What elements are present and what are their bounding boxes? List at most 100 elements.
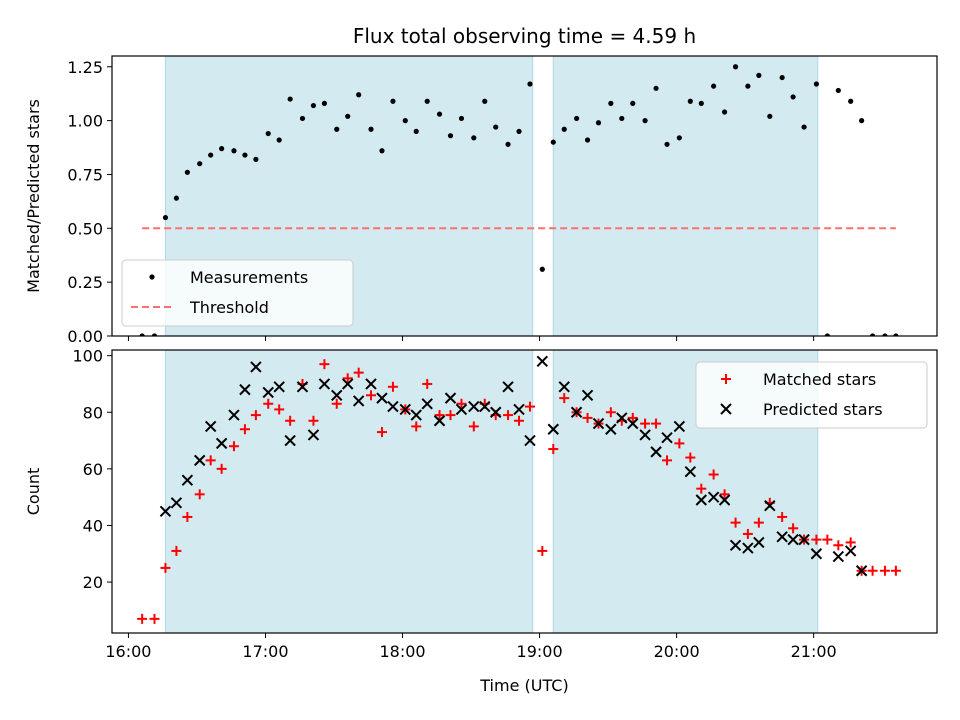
predicted-stars-point-b [650, 446, 662, 458]
y-tick-label: 0.25 [67, 273, 103, 292]
matched-stars-point [674, 438, 685, 449]
matched-stars-point [411, 421, 422, 432]
matched-stars-point [468, 421, 479, 432]
predicted-stars-point-b [753, 536, 765, 549]
predicted-stars-point [410, 409, 422, 421]
predicted-stars-point [787, 533, 799, 546]
measurements-point [721, 109, 728, 115]
predicted-stars-point [581, 389, 594, 401]
predicted-stars-point-b [742, 542, 754, 554]
predicted-stars-point-b [639, 429, 651, 441]
matched-stars-point [605, 407, 616, 418]
predicted-stars-point-b [421, 398, 433, 410]
matched-stars-point [216, 463, 227, 474]
predicted-stars-point [616, 412, 628, 424]
plot-area [137, 355, 901, 624]
matched-stars-point [376, 427, 387, 438]
predicted-stars-point-b [581, 389, 594, 401]
predicted-stars-point-b [707, 491, 720, 503]
legend-measurements-label: Measurements [190, 268, 308, 287]
predicted-stars-point [307, 429, 320, 441]
predicted-stars-point [273, 381, 285, 393]
predicted-stars-point [513, 403, 525, 416]
predicted-stars-point-b [215, 437, 228, 450]
predicted-stars-point-b [376, 392, 388, 404]
predicted-stars-point-b [695, 494, 707, 506]
predicted-stars-point-b [170, 497, 183, 509]
measurements-point [197, 161, 203, 167]
predicted-stars-point [650, 446, 662, 458]
matched-stars-point [696, 483, 707, 494]
matched-stars-point [445, 410, 456, 421]
matched-stars-point [753, 517, 764, 528]
predicted-stars-point-b [547, 423, 559, 435]
measurements-point [859, 118, 865, 124]
matched-stars-point [160, 562, 171, 573]
observing-window-1 [165, 350, 533, 633]
predicted-stars-point-b [616, 412, 628, 424]
y-tick-label: 0.00 [67, 327, 103, 346]
matched-stars-point [890, 565, 901, 576]
matched-stars-point [548, 444, 559, 455]
measurements-point [779, 74, 785, 81]
predicted-stars-point [262, 386, 274, 399]
predicted-stars-point [729, 539, 742, 551]
predicted-stars-point-b [194, 454, 206, 467]
predicted-stars-point [239, 383, 251, 396]
predicted-stars-point [444, 392, 457, 404]
predicted-stars-point-b [444, 392, 457, 404]
measurements-point [608, 100, 614, 106]
predicted-stars-point [558, 381, 570, 393]
predicted-stars-point [331, 389, 343, 401]
predicted-stars-point [204, 420, 217, 433]
predicted-stars-point [352, 395, 365, 407]
matched-stars-point [250, 410, 261, 421]
matched-stars-point [719, 489, 730, 500]
matched-stars-point [845, 537, 856, 548]
predicted-stars-point [387, 400, 399, 413]
measurements-point [516, 128, 522, 134]
predicted-stars-point-b [296, 381, 309, 393]
matched-stars-point [514, 415, 525, 426]
predicted-stars-point [502, 381, 514, 393]
measurements-point [893, 333, 899, 336]
predicted-stars-point-b [524, 434, 536, 447]
measurements-point [756, 72, 762, 78]
predicted-stars-point-b [764, 499, 776, 512]
measurements-point [745, 83, 751, 89]
predicted-stars-point [673, 420, 686, 433]
chart-title: Flux total observing time = 4.59 h [353, 24, 696, 48]
predicted-stars-point [684, 465, 697, 478]
predicted-stars-point-b [273, 381, 285, 393]
predicted-stars-point [159, 505, 172, 518]
measurements-point [813, 81, 820, 87]
measurements-point [595, 120, 602, 126]
chart-panel-2: 16:00 17:00 18:00 19:00 20:00 21:00 20 40 60 80 10… [24, 347, 938, 695]
matched-stars-point [422, 378, 433, 389]
predicted-stars-point-b [365, 378, 377, 390]
legend-threshold-label: Threshold [189, 298, 269, 317]
predicted-stars-point [627, 417, 639, 430]
predicted-stars-point [250, 361, 262, 373]
matched-stars-point [662, 455, 673, 466]
matched-stars-point [263, 398, 274, 409]
measurements-point [471, 135, 477, 141]
matched-stars-point [434, 410, 445, 421]
y-tick-label: 0.75 [67, 165, 103, 184]
predicted-stars-point-b [844, 545, 857, 557]
measurements-point [573, 115, 580, 122]
predicted-stars-point [376, 392, 388, 404]
matched-stars-point [137, 613, 148, 624]
predicted-stars-point-b [684, 465, 697, 478]
matched-stars-point [708, 469, 719, 480]
measurements-point [299, 115, 306, 122]
y-tick-label: 20 [83, 573, 103, 592]
predicted-stars-point [194, 454, 206, 467]
matched-stars-point [387, 381, 398, 392]
predicted-stars-point-b [239, 383, 251, 396]
predicted-stars-point-b [250, 361, 262, 373]
predicted-stars-point [753, 536, 765, 549]
measurements-point [642, 118, 648, 124]
legend-box [695, 361, 928, 429]
